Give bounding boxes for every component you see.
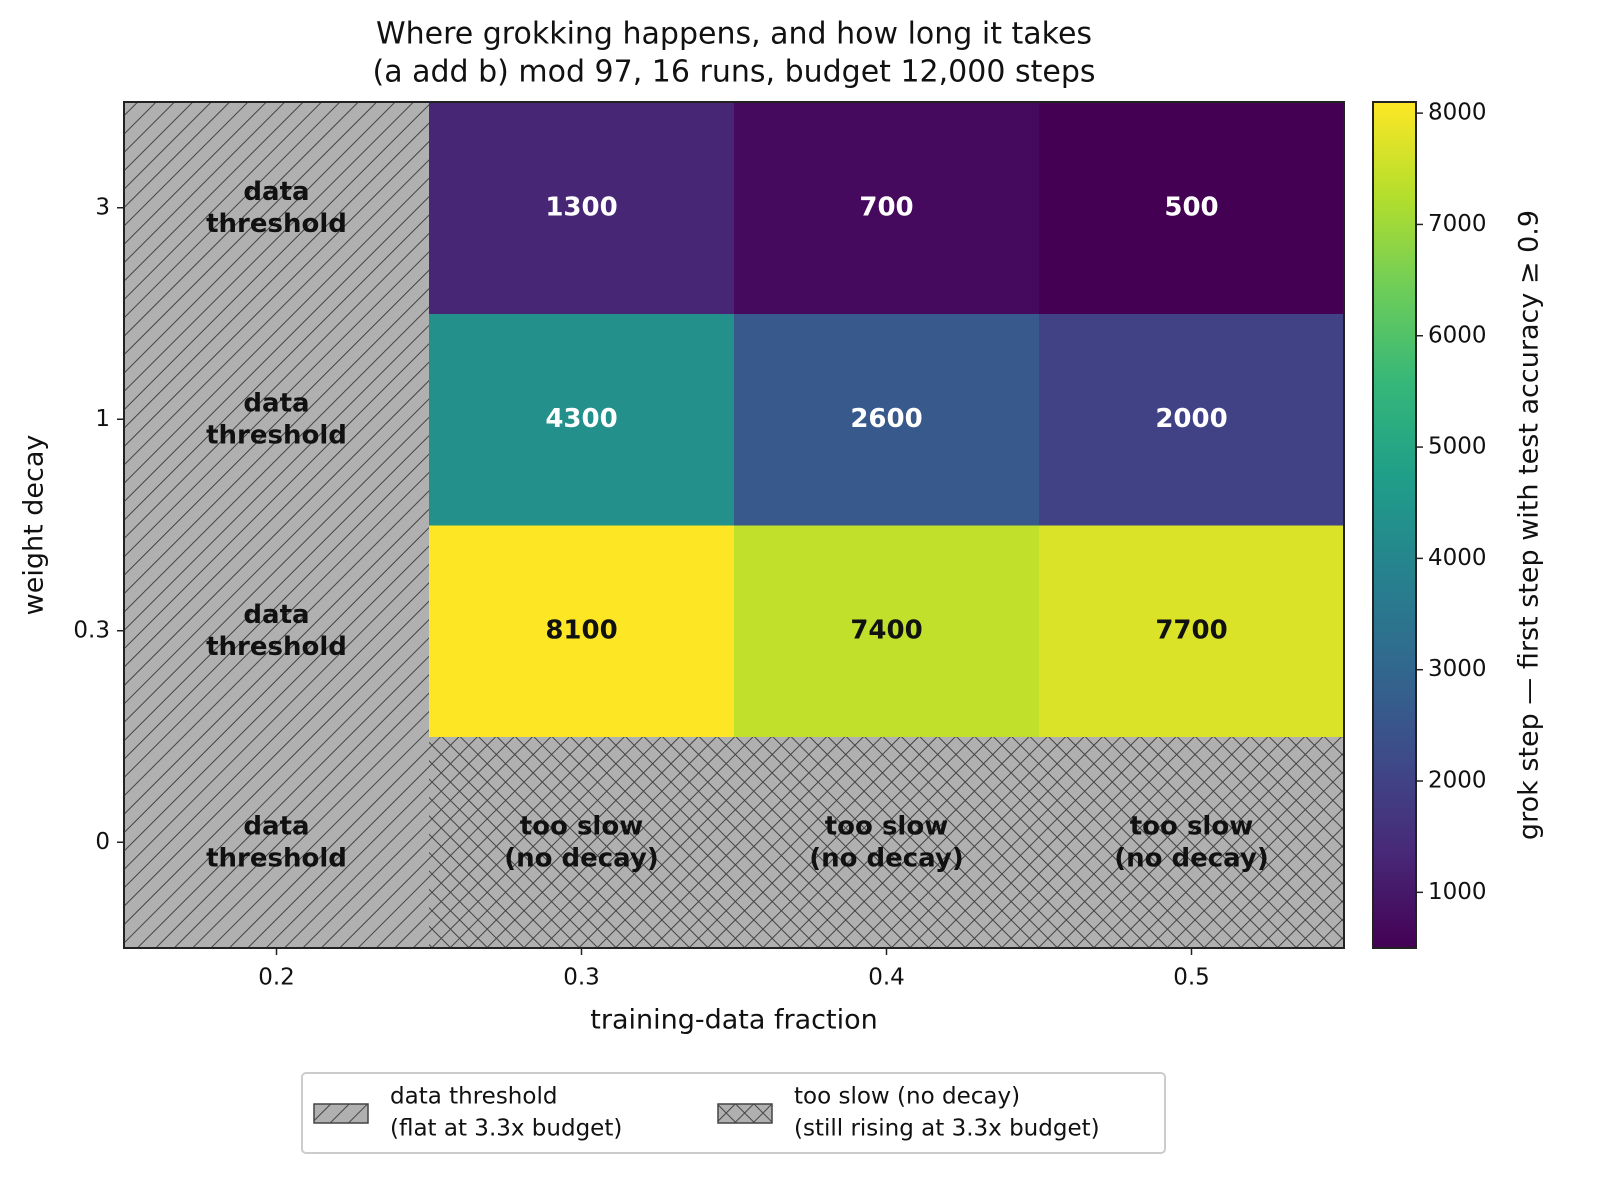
cell-status-label: data threshold	[206, 599, 347, 661]
heatmap-cell	[1039, 102, 1345, 314]
cell-status-label-line: (no decay)	[504, 843, 659, 873]
masked-cell	[124, 525, 430, 737]
heatmap-cell	[734, 102, 1040, 314]
cell-status-label-line: data	[243, 599, 309, 629]
cell-value-label: 2600	[850, 404, 922, 434]
colorbar-label: grok step — first step with test accurac…	[1514, 210, 1545, 840]
cell-status-label-line: (no decay)	[1114, 843, 1269, 873]
chart-subtitle: (a add b) mod 97, 16 runs, budget 12,000…	[372, 55, 1095, 90]
colorbar-tick-label: 2000	[1428, 768, 1487, 794]
cell-status-label: data threshold	[206, 388, 347, 450]
colorbar-tick-label: 6000	[1428, 322, 1487, 348]
masked-cell	[124, 736, 430, 949]
cell-value-label: 7400	[850, 615, 922, 645]
cell-value-label: 7700	[1155, 615, 1227, 645]
heatmap-cell	[1039, 525, 1345, 737]
y-tick-label: 3	[95, 194, 110, 220]
cell-status-label-line: threshold	[206, 631, 347, 661]
cell-status-label-line: too slow	[825, 811, 948, 841]
heatmap-cell	[429, 102, 735, 314]
chart-title: Where grokking happens, and how long it …	[376, 17, 1092, 52]
cell-status-label-line: (no decay)	[809, 843, 964, 873]
heatmap-cell	[429, 525, 735, 737]
y-axis-label: weight decay	[19, 435, 50, 616]
y-tick-label: 0.3	[73, 617, 110, 643]
cell-value-label: 2000	[1155, 404, 1227, 434]
x-tick-label: 0.5	[1173, 965, 1210, 991]
colorbar-tick-label: 4000	[1428, 545, 1487, 571]
cell-status-label: data threshold	[206, 811, 347, 873]
legend-label: too slow (no decay)	[794, 1084, 1020, 1110]
masked-cell	[429, 736, 735, 949]
legend-note: (still rising at 3.3x budget)	[794, 1116, 1100, 1142]
masked-cell	[124, 102, 430, 314]
cell-value-label: 500	[1164, 192, 1218, 222]
cell-status-label-line: data	[243, 388, 309, 418]
cell-status-label-line: threshold	[206, 208, 347, 238]
masked-cell	[124, 313, 430, 526]
legend-label: data threshold	[390, 1084, 557, 1110]
cell-status-label-line: threshold	[206, 420, 347, 450]
legend-note: (flat at 3.3x budget)	[390, 1116, 622, 1142]
colorbar-tick-label: 5000	[1428, 434, 1487, 460]
cell-value-label: 1300	[545, 192, 617, 222]
cell-status-label-line: too slow	[1130, 811, 1253, 841]
x-tick-label: 0.2	[258, 965, 295, 991]
cell-status-label-line: too slow	[520, 811, 643, 841]
heatmap-cell	[1039, 313, 1345, 526]
cell-value-label: 700	[859, 192, 913, 222]
masked-cell	[734, 736, 1040, 949]
cell-status-label-line: threshold	[206, 843, 347, 873]
cell-status-label: too slow (no decay)	[1114, 811, 1269, 873]
cell-status-label: data threshold	[206, 176, 347, 238]
colorbar-tick-label: 7000	[1428, 211, 1487, 237]
y-tick-label: 0	[95, 829, 110, 855]
heatmap-cell	[734, 313, 1040, 526]
colorbar-tick-label: 1000	[1428, 879, 1487, 905]
heatmap-cell	[429, 313, 735, 526]
plot-frame	[123, 101, 1345, 949]
colorbar-tick-label: 8000	[1428, 100, 1487, 126]
cell-status-label-line: data	[243, 176, 309, 206]
legend-swatch	[313, 1103, 369, 1124]
cell-value-label: 8100	[545, 615, 617, 645]
x-axis-label: training-data fraction	[590, 1005, 877, 1036]
cell-value-label: 4300	[545, 404, 617, 434]
x-tick-label: 0.3	[563, 965, 600, 991]
legend-swatch	[717, 1103, 773, 1124]
cell-status-label: too slow (no decay)	[504, 811, 659, 873]
colorbar	[1372, 101, 1417, 949]
colorbar-tick-label: 3000	[1428, 656, 1487, 682]
heatmap-cell	[734, 525, 1040, 737]
masked-cell	[1039, 736, 1345, 949]
x-tick-label: 0.4	[868, 965, 905, 991]
cell-status-label-line: data	[243, 811, 309, 841]
cell-status-label: too slow (no decay)	[809, 811, 964, 873]
y-tick-label: 1	[95, 406, 110, 432]
